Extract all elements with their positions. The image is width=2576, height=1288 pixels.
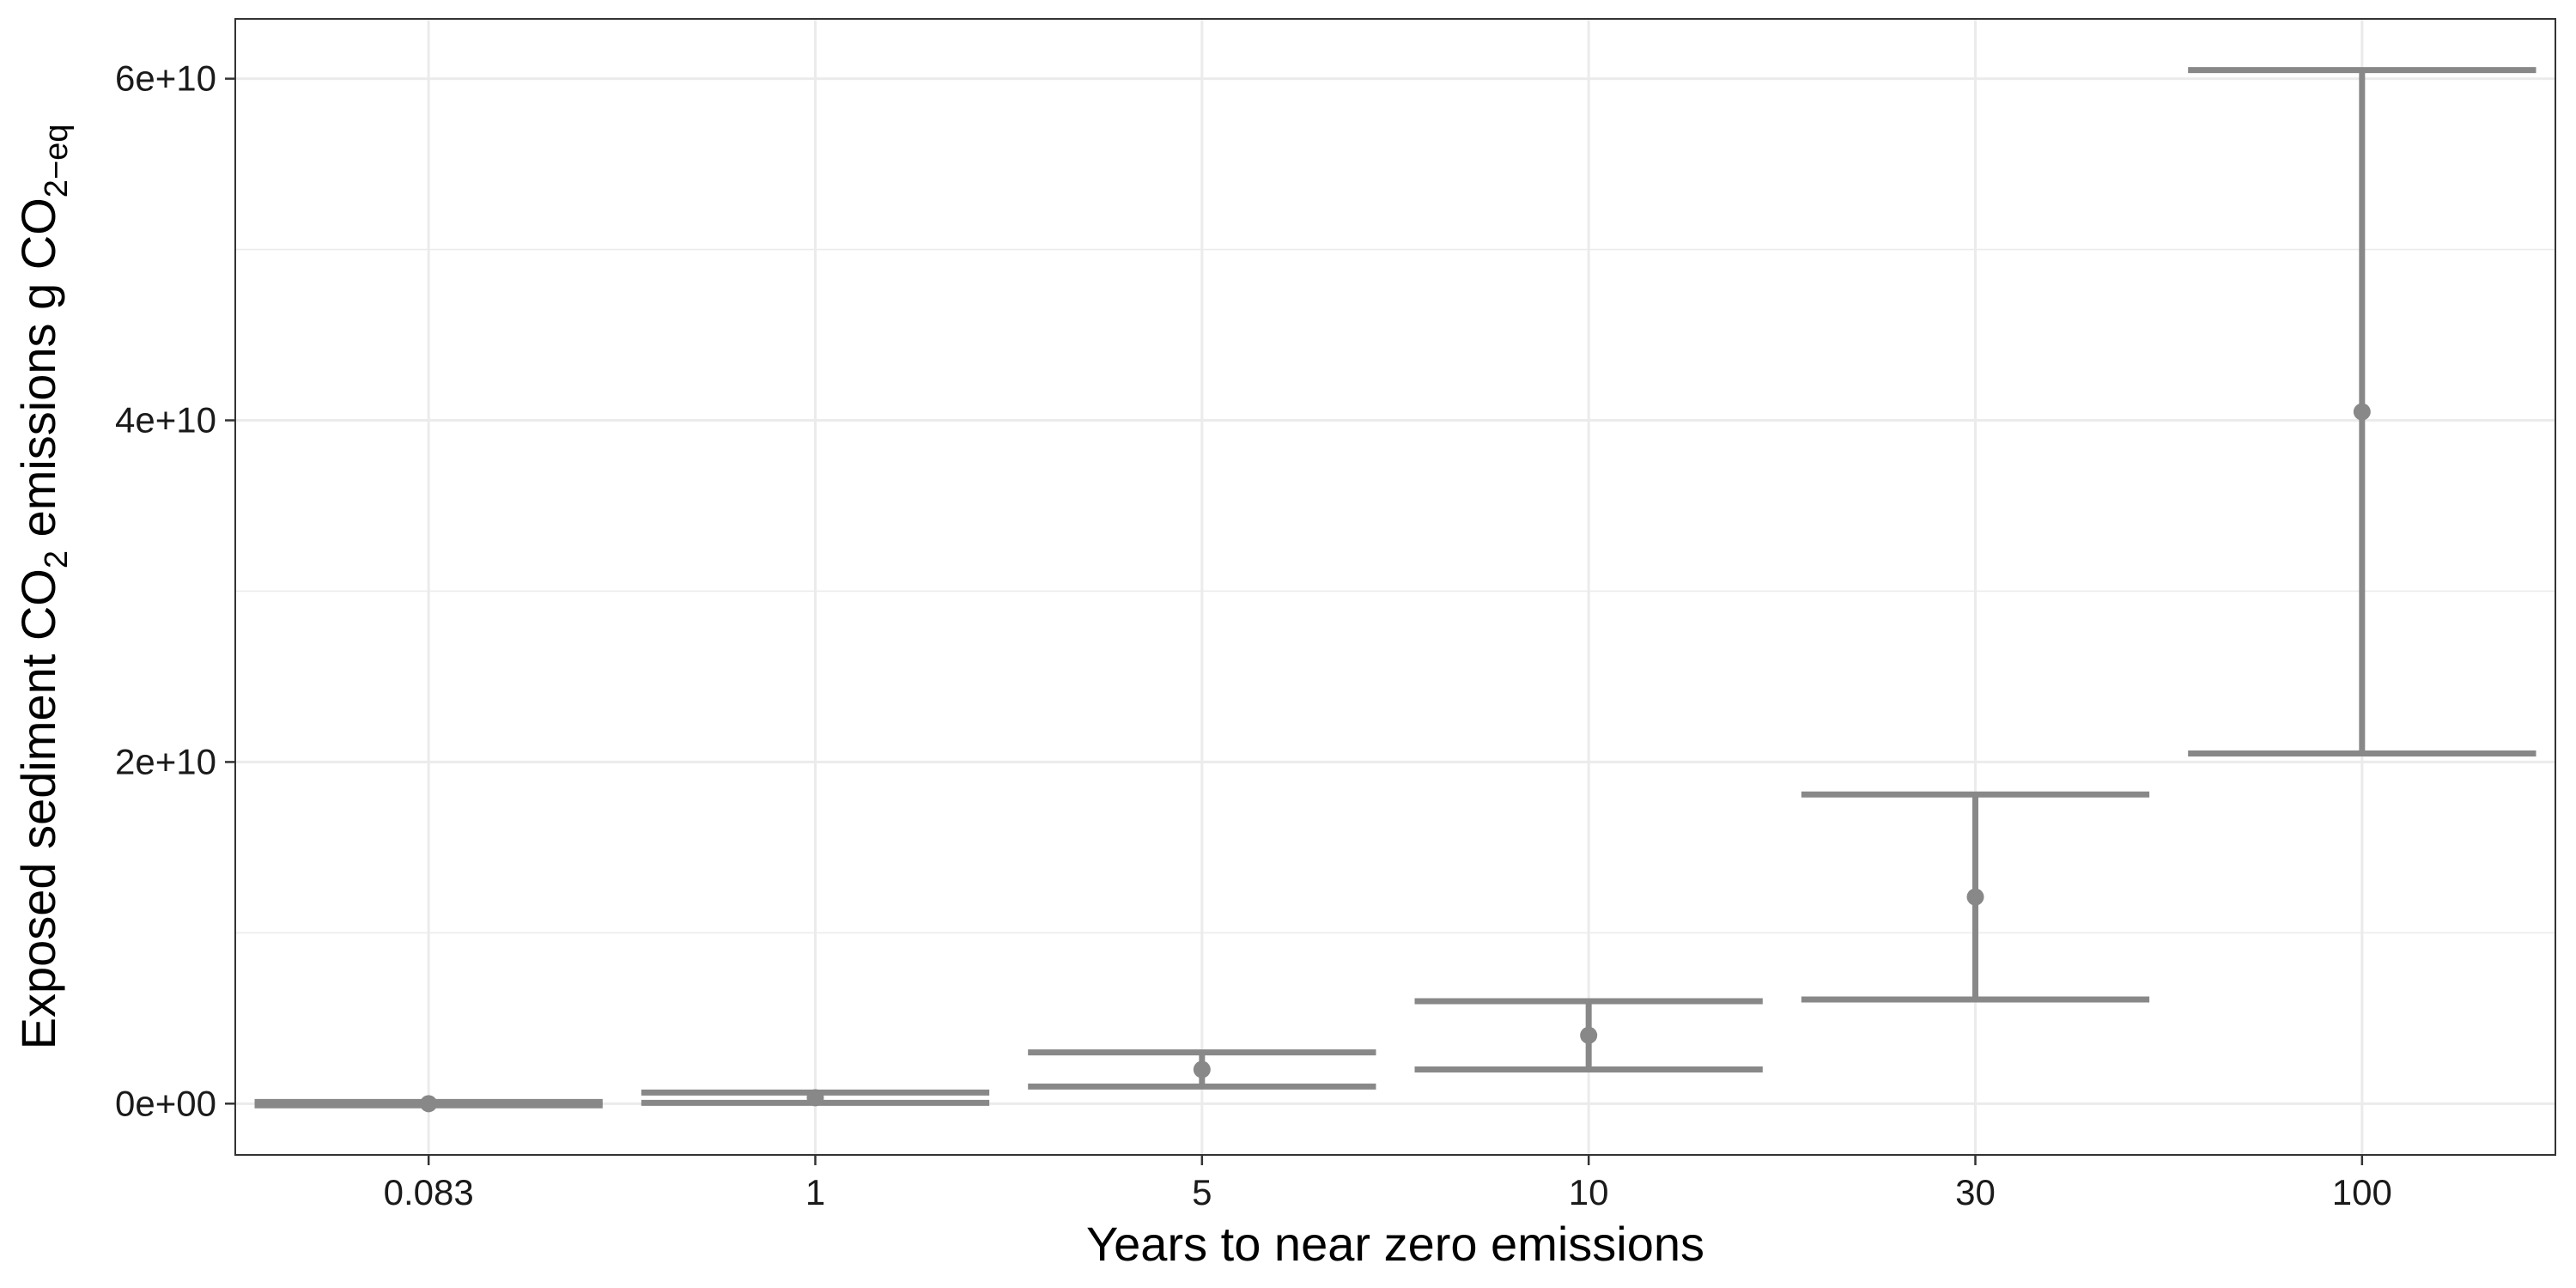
y-tick-label: 0e+00 bbox=[115, 1083, 216, 1123]
errorbar-5 bbox=[1028, 1049, 1376, 1090]
x-tick-label: 100 bbox=[2332, 1172, 2392, 1212]
data-point bbox=[2353, 403, 2371, 421]
data-point bbox=[1966, 888, 1984, 906]
errorbar-1 bbox=[641, 1089, 990, 1107]
x-tick-label: 10 bbox=[1569, 1172, 1609, 1212]
errorbar-10 bbox=[1414, 998, 1763, 1073]
data-point bbox=[1193, 1060, 1211, 1078]
x-tick-label: 5 bbox=[1192, 1172, 1212, 1212]
y-tick-label: 4e+10 bbox=[115, 400, 216, 440]
y-axis-title: Exposed sediment CO2 emissions g CO2−eq bbox=[11, 125, 75, 1050]
axis-ticks: 0e+00 2e+10 4e+10 6e+10 0.083 1 5 10 30 100 bbox=[115, 58, 2392, 1212]
y-axis-title-subscript1: 2 bbox=[39, 550, 75, 568]
plot-panel-border bbox=[234, 18, 2556, 1156]
x-tick-label: 30 bbox=[1955, 1172, 1996, 1212]
data-point bbox=[806, 1089, 824, 1107]
y-tick-label: 6e+10 bbox=[115, 58, 216, 99]
errorbar-0.083 bbox=[254, 1095, 603, 1113]
y-axis-title-part2: emissions g CO bbox=[11, 197, 65, 550]
x-tick-label: 1 bbox=[805, 1172, 825, 1212]
errorbar-100 bbox=[2188, 67, 2537, 756]
plot-panel-background bbox=[235, 19, 2555, 1155]
x-tick-label: 0.083 bbox=[384, 1172, 474, 1212]
data-point bbox=[420, 1095, 438, 1113]
x-axis-title: Years to near zero emissions bbox=[1086, 1217, 1704, 1271]
errorbar-30 bbox=[1801, 791, 2150, 1003]
y-axis-title-subscript2: 2−eq bbox=[39, 125, 75, 198]
y-tick-label: 2e+10 bbox=[115, 741, 216, 781]
y-axis-title-part1: Exposed sediment CO bbox=[11, 568, 65, 1049]
data-point bbox=[1580, 1026, 1598, 1044]
grid-lines bbox=[235, 19, 2555, 1155]
data-marks bbox=[254, 67, 2537, 1113]
